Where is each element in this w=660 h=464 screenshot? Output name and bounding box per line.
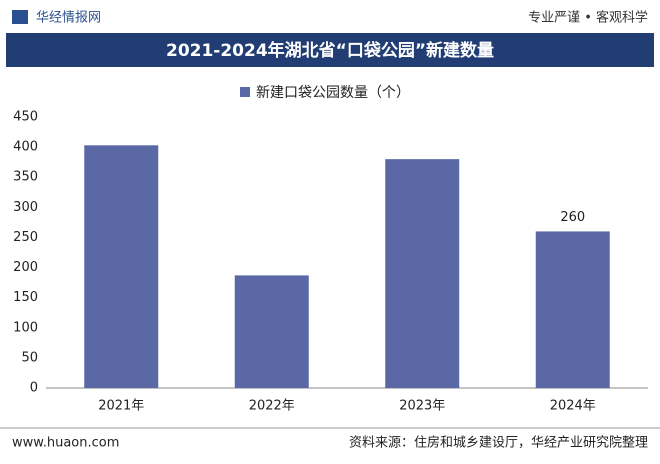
y-tick-label: 350: [13, 170, 38, 185]
footer-site: www.huaon.com: [12, 436, 119, 451]
title-band: [6, 33, 654, 67]
brand-logo: [12, 10, 28, 24]
y-tick-label: 0: [30, 381, 38, 396]
y-tick-label: 100: [13, 320, 38, 335]
x-tick-label: 2021年: [98, 399, 144, 414]
legend-swatch: [240, 87, 250, 97]
bar: [234, 275, 309, 388]
chart-title: 2021-2024年湖北省“口袋公园”新建数量: [166, 40, 494, 61]
brand: 华经情报网: [36, 11, 101, 26]
y-tick-label: 450: [13, 110, 38, 125]
y-tick-label: 400: [13, 140, 38, 155]
slogan: 专业严谨 • 客观科学: [528, 10, 648, 26]
y-tick-label: 300: [13, 200, 38, 215]
y-tick-label: 50: [21, 350, 38, 365]
bar: [385, 159, 460, 388]
bar: [535, 231, 610, 388]
legend-label: 新建口袋公园数量（个）: [256, 85, 410, 101]
x-tick-label: 2024年: [550, 399, 596, 414]
data-label: 260: [560, 210, 585, 225]
bar: [84, 145, 159, 388]
footer-source: 资料来源：住房和城乡建设厅，华经产业研究院整理: [349, 435, 648, 451]
y-tick-label: 200: [13, 260, 38, 275]
x-tick-label: 2023年: [399, 399, 445, 414]
y-tick-label: 250: [13, 230, 38, 245]
x-tick-label: 2022年: [249, 399, 295, 414]
y-tick-label: 150: [13, 290, 38, 305]
